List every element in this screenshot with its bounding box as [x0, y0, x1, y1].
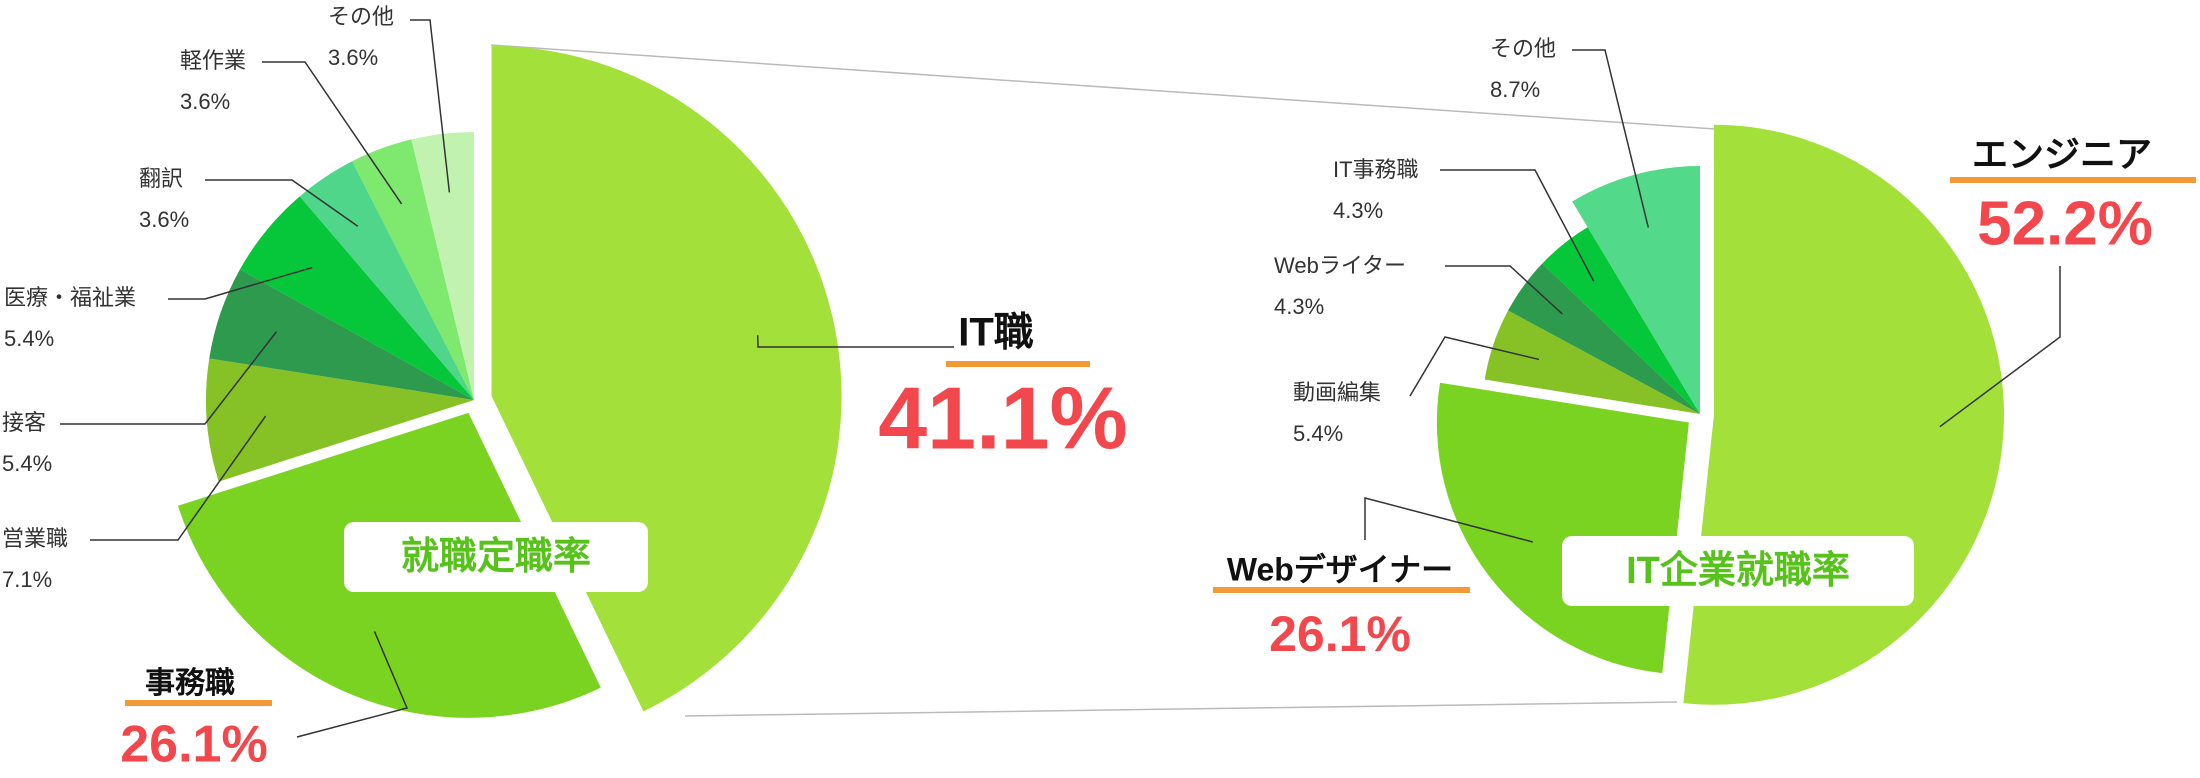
category-label: その他	[1490, 36, 1556, 61]
leader-line	[262, 61, 403, 205]
value-label: 5.4%	[2, 451, 52, 476]
value-label: 26.1%	[1269, 606, 1411, 662]
zoom-line	[684, 701, 1678, 717]
category-label: 動画編集	[1293, 380, 1381, 405]
value-label: 7.1%	[2, 567, 52, 592]
leader-line	[1939, 266, 2061, 428]
pie-slice	[240, 196, 474, 400]
chart-title: 就職定職率	[401, 536, 591, 578]
value-label: 5.4%	[1293, 421, 1343, 446]
pie-slice	[299, 161, 474, 400]
value-label: 52.2%	[1977, 189, 2153, 258]
leader-line	[1364, 497, 1533, 543]
value-label: 8.7%	[1490, 77, 1540, 102]
category-label: 医療・福祉業	[4, 285, 136, 310]
category-label: Webデザイナー	[1227, 551, 1453, 587]
value-label: 4.3%	[1274, 294, 1324, 319]
category-label: 営業職	[2, 526, 68, 551]
leader-line	[1572, 49, 1650, 228]
leader-line	[90, 415, 267, 541]
category-label: IT職	[958, 311, 1034, 355]
pie-slice	[1508, 263, 1700, 414]
title-box	[344, 522, 648, 592]
chart-title: IT企業就職率	[1626, 549, 1850, 592]
category-label: IT事務職	[1333, 157, 1419, 182]
pie-slice	[209, 269, 474, 400]
category-label: 事務職	[145, 666, 235, 700]
category-label: エンジニア	[1972, 134, 2152, 175]
title-box	[1562, 536, 1914, 606]
pie-slice	[1484, 310, 1700, 414]
value-label: 26.1%	[120, 716, 267, 774]
value-label: 41.1%	[878, 368, 1128, 467]
leader-line	[1409, 336, 1540, 397]
category-label: その他	[328, 4, 394, 29]
leader-line	[1440, 169, 1595, 282]
leader-line	[1445, 265, 1563, 315]
zoom-line	[490, 44, 1716, 130]
leader-line	[60, 331, 278, 425]
leader-line	[410, 19, 451, 193]
pie-slice	[1542, 227, 1700, 414]
pie-slice	[1436, 382, 1689, 674]
value-label: 3.6%	[328, 45, 378, 70]
value-label: 3.6%	[139, 207, 189, 232]
pie-slice	[1572, 166, 1700, 414]
category-label: 接客	[2, 410, 46, 435]
leader-line	[168, 266, 313, 300]
pie-slice	[411, 132, 474, 400]
category-label: 翻訳	[139, 166, 183, 191]
labels: IT職 41.1% 事務職 26.1% 営業職 7.1% 接客 5.4% 医療・福祉業 5.4% 翻…	[2, 4, 2196, 774]
leader-line	[296, 631, 409, 738]
leader-line	[756, 335, 954, 348]
leader-line	[205, 179, 359, 227]
value-label: 3.6%	[180, 89, 230, 114]
category-label: 軽作業	[180, 48, 246, 73]
pie-slice	[206, 358, 474, 482]
pie-slice	[352, 139, 474, 401]
value-label: 4.3%	[1333, 198, 1383, 223]
category-label: Webライター	[1274, 253, 1406, 278]
value-label: 5.4%	[4, 326, 54, 351]
